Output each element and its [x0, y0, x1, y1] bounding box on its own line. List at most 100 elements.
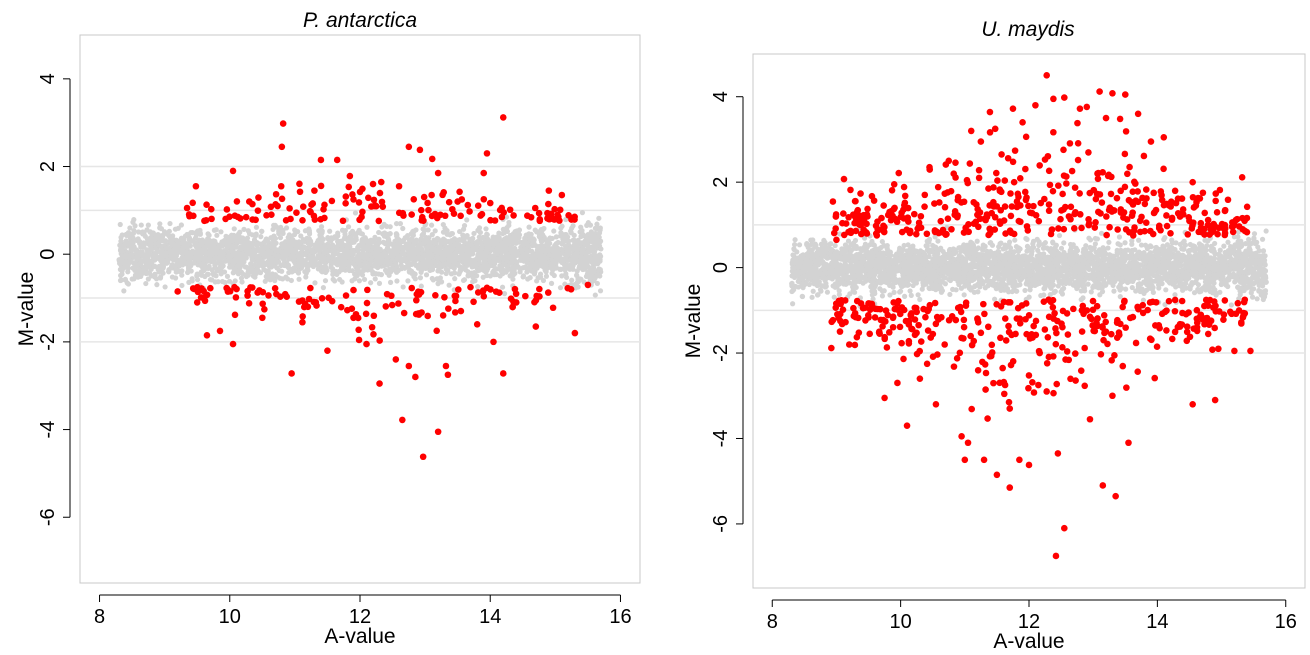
background-point: [391, 243, 397, 249]
background-point: [319, 230, 325, 236]
background-point: [421, 227, 428, 233]
background-point: [440, 221, 446, 228]
background-point: [223, 233, 229, 239]
background-point: [257, 270, 264, 276]
background-point: [280, 262, 286, 268]
significant-point: [496, 289, 503, 297]
background-point: [370, 244, 376, 251]
background-point: [179, 268, 185, 274]
background-point: [343, 260, 349, 266]
background-point: [585, 220, 591, 226]
background-point: [235, 233, 241, 239]
background-point: [308, 253, 314, 259]
significant-point: [350, 286, 357, 294]
significant-point: [359, 185, 366, 193]
background-point: [248, 269, 254, 275]
background-point: [179, 250, 185, 256]
background-point: [386, 272, 392, 278]
background-point: [438, 279, 445, 285]
significant-point: [242, 213, 250, 221]
background-point: [549, 260, 556, 266]
background-point: [442, 256, 448, 262]
background-point: [198, 262, 204, 268]
background-point: [418, 283, 424, 289]
background-point: [208, 242, 214, 248]
background-point: [582, 260, 588, 266]
significant-point: [355, 336, 363, 344]
significant-point: [408, 284, 416, 292]
non-significant-points: [789, 225, 1269, 309]
significant-point: [486, 199, 494, 207]
background-point: [157, 235, 163, 241]
significant-point: [424, 312, 432, 320]
background-point: [524, 260, 530, 266]
significant-point: [249, 200, 256, 208]
background-point: [378, 272, 385, 278]
background-point: [524, 253, 530, 259]
background-point: [189, 276, 195, 282]
significant-point: [296, 188, 304, 196]
background-point: [138, 229, 145, 236]
background-point: [258, 257, 264, 263]
background-point: [449, 237, 455, 244]
significant-point: [245, 300, 253, 307]
background-point: [179, 272, 185, 278]
significant-point: [405, 143, 413, 151]
y-tick-label: 4: [37, 73, 59, 84]
background-point: [544, 237, 550, 243]
background-point: [353, 235, 359, 241]
background-point: [148, 266, 154, 272]
background-point: [594, 221, 600, 227]
background-point: [184, 231, 190, 238]
background-point: [579, 240, 585, 246]
background-point: [411, 240, 418, 246]
background-point: [437, 238, 443, 244]
background-point: [1012, 237, 1018, 243]
background-point: [122, 264, 129, 270]
background-point: [598, 246, 604, 252]
background-point: [309, 249, 315, 255]
significant-point: [420, 193, 428, 201]
background-point: [511, 267, 517, 273]
significant-point: [483, 150, 491, 157]
background-point: [170, 257, 176, 263]
significant-point: [487, 286, 494, 293]
background-point: [221, 269, 228, 275]
background-point: [592, 225, 598, 231]
background-point: [295, 229, 301, 235]
significant-point: [388, 301, 396, 309]
background-point: [341, 242, 348, 248]
background-point: [274, 247, 280, 253]
background-point: [468, 261, 474, 267]
background-point: [406, 237, 412, 243]
background-point: [352, 210, 359, 216]
background-point: [419, 251, 426, 258]
significant-point: [189, 199, 196, 207]
background-point: [366, 252, 373, 258]
significant-point: [480, 195, 488, 203]
background-point: [553, 234, 560, 240]
background-point: [457, 228, 463, 235]
significant-point: [328, 197, 336, 205]
background-point: [151, 273, 157, 279]
background-point: [917, 296, 923, 303]
background-point: [232, 244, 238, 250]
background-point: [144, 236, 151, 242]
significant-point: [345, 183, 353, 191]
background-point: [234, 239, 240, 245]
background-point: [1056, 232, 1063, 239]
significant-point: [418, 213, 426, 221]
significant-point: [400, 212, 407, 219]
background-point: [379, 252, 385, 258]
background-point: [376, 239, 382, 246]
background-point: [597, 239, 603, 245]
significant-point: [511, 285, 519, 293]
background-point: [269, 241, 275, 247]
background-point: [487, 273, 493, 279]
significant-point: [545, 187, 553, 194]
background-point: [372, 234, 378, 240]
significant-point: [451, 309, 459, 316]
significant-point: [368, 323, 376, 331]
background-point: [475, 284, 481, 290]
background-point: [438, 269, 445, 275]
